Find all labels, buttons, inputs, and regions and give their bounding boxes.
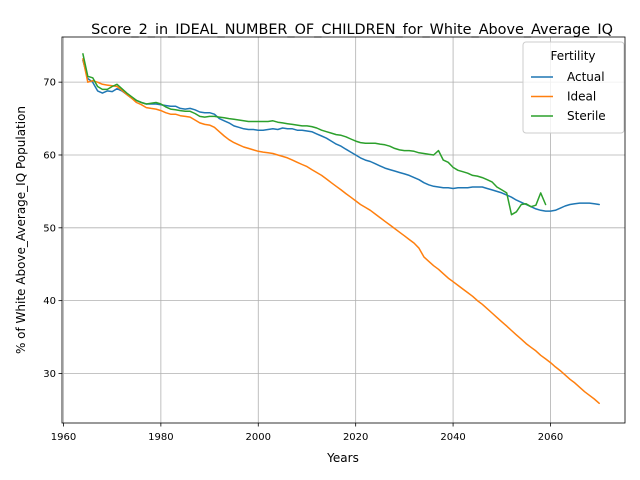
legend-label-ideal: Ideal bbox=[567, 90, 596, 104]
legend-label-actual: Actual bbox=[567, 70, 605, 84]
x-tick-label: 1960 bbox=[51, 432, 76, 443]
x-tick-label: 2060 bbox=[538, 432, 563, 443]
chart-title: Score_2_in_IDEAL_NUMBER_OF_CHILDREN_for_… bbox=[91, 22, 613, 38]
y-axis-label: % of White Above_Average_IQ Population bbox=[14, 106, 28, 354]
legend: Fertility Actual Ideal Sterile bbox=[523, 42, 624, 133]
x-tick-label: 2020 bbox=[343, 432, 368, 443]
y-tick-label: 40 bbox=[43, 296, 56, 307]
legend-title: Fertility bbox=[550, 49, 595, 63]
y-tick-label: 30 bbox=[43, 369, 56, 380]
y-tick-label: 60 bbox=[43, 150, 56, 161]
x-axis-label: Years bbox=[326, 451, 359, 465]
x-tick-label: 1980 bbox=[148, 432, 173, 443]
x-tick-label: 2040 bbox=[440, 432, 465, 443]
y-tick-label: 50 bbox=[43, 223, 56, 234]
x-tick-label: 2000 bbox=[246, 432, 271, 443]
legend-label-sterile: Sterile bbox=[567, 109, 606, 123]
y-tick-label: 70 bbox=[43, 78, 56, 89]
